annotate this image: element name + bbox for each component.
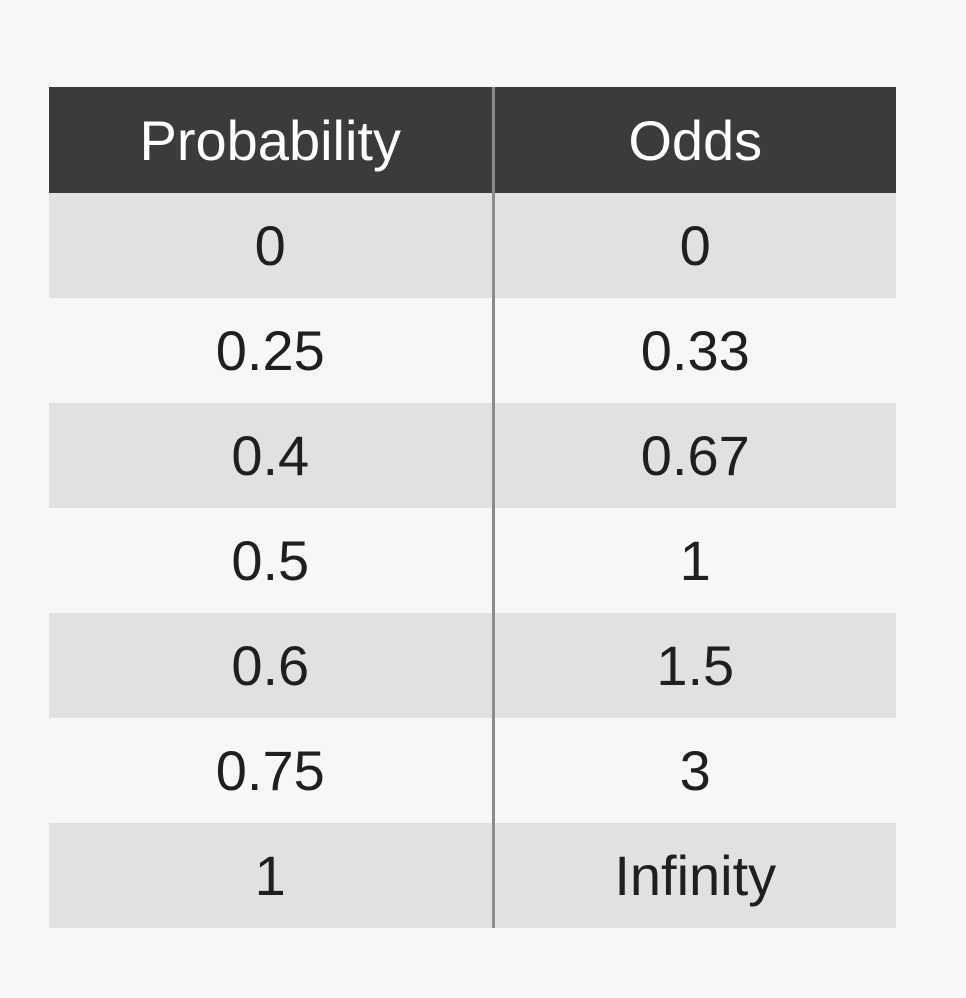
probability-cell: 0.75 <box>49 718 495 823</box>
odds-cell: 0.33 <box>493 298 896 403</box>
probability-odds-table: Probability Odds 0 0 0.25 0.33 0.4 0.67 … <box>49 87 896 928</box>
table-row: 0.6 1.5 <box>49 613 896 718</box>
probability-cell: 0.5 <box>49 508 495 613</box>
table-row: 0.5 1 <box>49 508 896 613</box>
table-row: 0.75 3 <box>49 718 896 823</box>
probability-cell: 0.4 <box>49 403 495 508</box>
odds-cell: 0 <box>493 193 896 298</box>
odds-cell: 1.5 <box>493 613 896 718</box>
table-row: 0.4 0.67 <box>49 403 896 508</box>
probability-cell: 1 <box>49 823 495 928</box>
probability-cell: 0 <box>49 193 495 298</box>
probability-odds-table-container: Probability Odds 0 0 0.25 0.33 0.4 0.67 … <box>49 87 896 928</box>
odds-cell: 3 <box>493 718 896 823</box>
odds-cell: Infinity <box>493 823 896 928</box>
table-row: 0 0 <box>49 193 896 298</box>
probability-cell: 0.25 <box>49 298 495 403</box>
odds-cell: 0.67 <box>493 403 896 508</box>
odds-cell: 1 <box>493 508 896 613</box>
table-row: 0.25 0.33 <box>49 298 896 403</box>
header-odds: Odds <box>493 87 896 193</box>
header-probability: Probability <box>49 87 495 193</box>
probability-cell: 0.6 <box>49 613 495 718</box>
table-row: 1 Infinity <box>49 823 896 928</box>
table-header-row: Probability Odds <box>49 87 896 193</box>
